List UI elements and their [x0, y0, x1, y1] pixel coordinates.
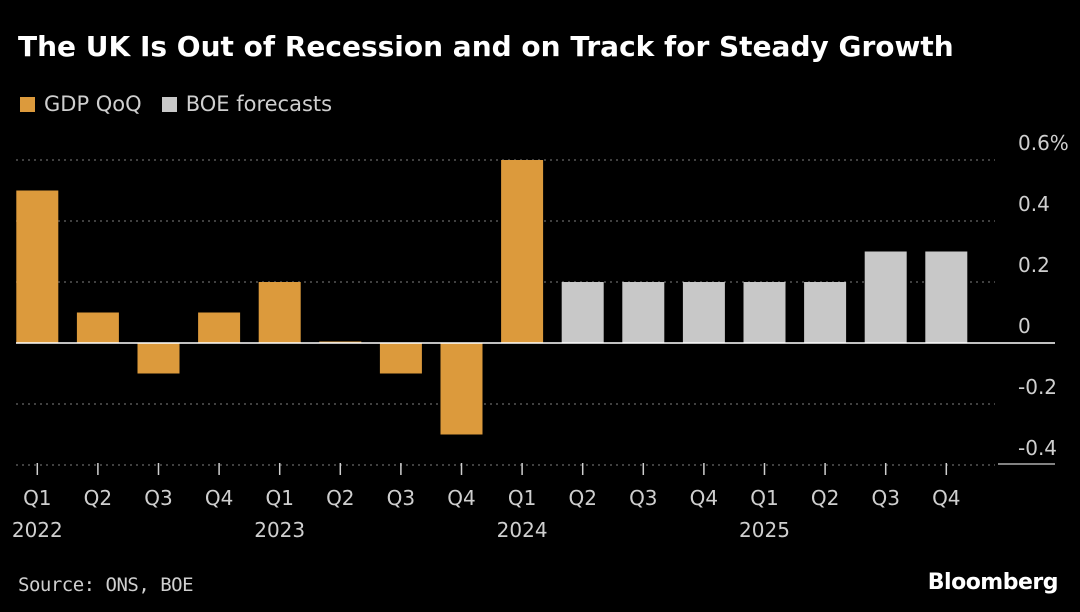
legend-item-gdp: GDP QoQ	[20, 92, 142, 116]
x-year-label: 2022	[12, 518, 63, 542]
x-tick-label: Q3	[144, 486, 172, 510]
y-tick-label: 0.6%	[1018, 131, 1069, 155]
x-tick-label: Q4	[690, 486, 718, 510]
x-tick-label: Q1	[265, 486, 293, 510]
x-tick-label: Q2	[84, 486, 112, 510]
x-tick-label: Q1	[508, 486, 536, 510]
chart-title: The UK Is Out of Recession and on Track …	[18, 30, 954, 63]
legend-swatch-gdp	[20, 96, 35, 112]
source-note: Source: ONS, BOE	[18, 574, 194, 596]
y-tick-label: -0.2	[1018, 375, 1057, 399]
x-tick-label: Q2	[568, 486, 596, 510]
legend: GDP QoQ BOE forecasts	[20, 92, 352, 116]
bar-forecast	[561, 282, 604, 343]
bar-gdp	[137, 343, 180, 374]
x-tick-label: Q4	[205, 486, 233, 510]
x-tick-label: Q4	[447, 486, 475, 510]
legend-label-boe: BOE forecasts	[185, 92, 333, 116]
bar-gdp	[16, 190, 59, 343]
bar-forecast	[682, 282, 725, 343]
bar-forecast	[622, 282, 665, 343]
x-tick-label: Q3	[387, 486, 415, 510]
bar-gdp	[319, 341, 362, 343]
bar-forecast	[925, 251, 968, 343]
x-tick-label: Q3	[629, 486, 657, 510]
bar-gdp	[76, 312, 119, 343]
bar-forecast	[743, 282, 786, 343]
bar-forecast	[804, 282, 847, 343]
x-tick-label: Q3	[871, 486, 899, 510]
bar-gdp	[501, 160, 544, 343]
x-year-label: 2023	[254, 518, 305, 542]
y-tick-label: 0.2	[1018, 253, 1050, 277]
legend-item-boe: BOE forecasts	[161, 92, 333, 116]
bar-gdp	[258, 282, 301, 343]
x-tick-label: Q2	[326, 486, 354, 510]
y-tick-label: 0	[1018, 314, 1031, 338]
legend-label-gdp: GDP QoQ	[44, 92, 142, 116]
legend-swatch-boe	[161, 96, 177, 112]
bloomberg-logo: Bloomberg	[927, 570, 1059, 595]
bar-gdp	[440, 343, 483, 435]
x-year-label: 2024	[497, 518, 548, 542]
x-tick-label: Q1	[750, 486, 778, 510]
y-tick-label: -0.4	[1018, 436, 1057, 460]
x-tick-label: Q4	[932, 486, 960, 510]
x-tick-label: Q1	[23, 486, 51, 510]
bar-gdp	[198, 312, 241, 343]
y-tick-label: 0.4	[1018, 192, 1050, 216]
x-tick-label: Q2	[811, 486, 839, 510]
bar-forecast	[864, 251, 907, 343]
bar-gdp	[379, 343, 422, 374]
x-year-label: 2025	[739, 518, 790, 542]
